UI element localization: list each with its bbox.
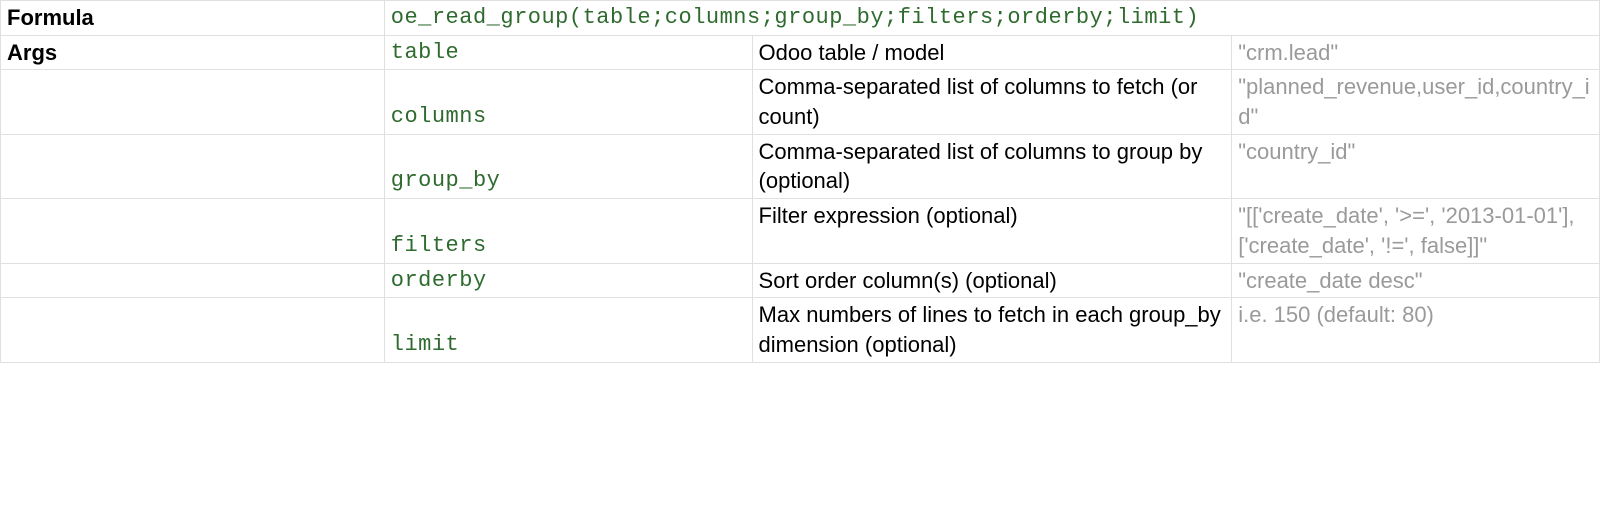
- arg-description: Odoo table / model: [752, 35, 1232, 70]
- arg-description: Sort order column(s) (optional): [752, 263, 1232, 298]
- arg-row: filters Filter expression (optional) "[[…: [1, 199, 1600, 263]
- arg-example: "[['create_date', '>=', '2013-01-01'],['…: [1232, 199, 1600, 263]
- arg-param: group_by: [384, 134, 752, 198]
- arg-description: Max numbers of lines to fetch in each gr…: [752, 298, 1232, 362]
- arg-example: "country_id": [1232, 134, 1600, 198]
- arg-example: "planned_revenue,user_id,country_id": [1232, 70, 1600, 134]
- arg-row: orderby Sort order column(s) (optional) …: [1, 263, 1600, 298]
- arg-example: "create_date desc": [1232, 263, 1600, 298]
- empty-cell: [1, 134, 385, 198]
- arg-param: limit: [384, 298, 752, 362]
- formula-doc-table: Formula oe_read_group(table;columns;grou…: [0, 0, 1600, 363]
- formula-row: Formula oe_read_group(table;columns;grou…: [1, 1, 1600, 36]
- arg-example: "crm.lead": [1232, 35, 1600, 70]
- empty-cell: [1, 199, 385, 263]
- arg-param: columns: [384, 70, 752, 134]
- arg-param: orderby: [384, 263, 752, 298]
- empty-cell: [1, 298, 385, 362]
- arg-description: Comma-separated list of columns to group…: [752, 134, 1232, 198]
- arg-example: i.e. 150 (default: 80): [1232, 298, 1600, 362]
- formula-label: Formula: [1, 1, 385, 36]
- arg-row: group_by Comma-separated list of columns…: [1, 134, 1600, 198]
- args-label: Args: [1, 35, 385, 70]
- empty-cell: [1, 263, 385, 298]
- arg-param: table: [384, 35, 752, 70]
- formula-value: oe_read_group(table;columns;group_by;fil…: [384, 1, 1599, 36]
- arg-row: columns Comma-separated list of columns …: [1, 70, 1600, 134]
- arg-description: Comma-separated list of columns to fetch…: [752, 70, 1232, 134]
- table-body: Formula oe_read_group(table;columns;grou…: [1, 1, 1600, 363]
- empty-cell: [1, 70, 385, 134]
- arg-row: limit Max numbers of lines to fetch in e…: [1, 298, 1600, 362]
- arg-row: Args table Odoo table / model "crm.lead": [1, 35, 1600, 70]
- arg-description: Filter expression (optional): [752, 199, 1232, 263]
- arg-param: filters: [384, 199, 752, 263]
